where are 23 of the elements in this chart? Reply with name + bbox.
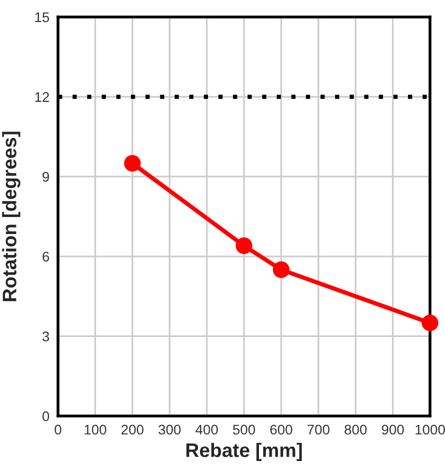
y-tick-label: 3 (42, 332, 50, 342)
x-tick-label: 900 (382, 424, 404, 435)
y-tick-label: 9 (42, 172, 50, 182)
x-tick-label: 400 (196, 424, 218, 435)
x-tick-label: 0 (54, 424, 62, 435)
point (272, 261, 290, 278)
x-axis-title: Rebate [mm] (186, 442, 302, 461)
x-tick-label: 1000 (416, 424, 445, 435)
x-tick-label: 300 (158, 424, 181, 435)
x-tick-label: 700 (308, 424, 330, 435)
x-tick-label: 200 (122, 424, 144, 435)
x-tick-label: 600 (270, 424, 292, 435)
point (124, 154, 141, 172)
y-tick-label: 15 (35, 12, 50, 22)
x-tick-label: 500 (232, 424, 256, 435)
y-tick-label: 12 (35, 92, 49, 102)
point (422, 314, 438, 332)
y-tick-label: 6 (42, 252, 50, 262)
y-tick-label: 0 (42, 411, 50, 422)
point (236, 237, 252, 254)
x-tick-label: 100 (84, 424, 106, 435)
y-axis-title: Rotation [degrees] (2, 132, 20, 302)
x-tick-label: 800 (344, 424, 367, 435)
